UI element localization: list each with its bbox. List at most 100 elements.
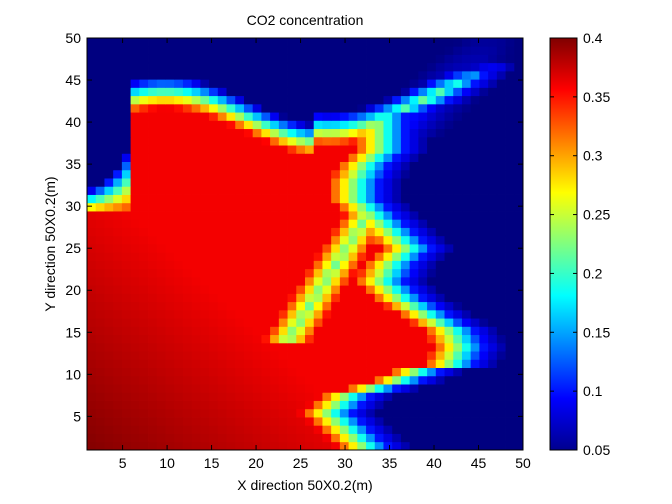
heatmap-cell (427, 235, 437, 245)
heatmap-cell (488, 417, 498, 426)
heatmap-cell (182, 342, 193, 352)
y-tick-label: 15 (65, 324, 81, 340)
heatmap-cell (339, 128, 349, 138)
heatmap-cell (496, 211, 506, 220)
heatmap-cell (322, 62, 332, 72)
heatmap-cell (496, 79, 506, 88)
heatmap-cell (339, 120, 349, 130)
heatmap-cell (496, 384, 506, 393)
heatmap-cell (331, 375, 341, 385)
heatmap-cell (488, 342, 498, 352)
heatmap-cell (235, 103, 245, 113)
heatmap-cell (453, 54, 463, 64)
heatmap-cell (270, 375, 280, 385)
heatmap-cell (444, 268, 454, 278)
heatmap-cell (348, 70, 358, 80)
heatmap-cell (217, 202, 227, 212)
heatmap-cell (374, 46, 384, 55)
heatmap-cell (191, 252, 201, 261)
heatmap-cell (87, 46, 97, 55)
heatmap-cell (182, 367, 193, 377)
heatmap-cell (139, 54, 149, 64)
heatmap-cell (514, 169, 524, 179)
heatmap-cell (322, 87, 332, 97)
heatmap-cell (427, 400, 437, 410)
heatmap-cell (130, 334, 140, 344)
heatmap-cell (479, 244, 489, 253)
heatmap-cell (453, 103, 463, 113)
heatmap-cell (383, 235, 393, 245)
heatmap-cell (488, 211, 498, 220)
heatmap-cell (383, 161, 393, 171)
heatmap-cell (461, 268, 472, 278)
heatmap-cell (130, 95, 140, 105)
heatmap-cell (496, 285, 506, 294)
heatmap-cell (87, 112, 97, 121)
heatmap-cell (200, 252, 210, 261)
heatmap-cell (209, 211, 219, 220)
heatmap-cell (235, 375, 245, 385)
heatmap-cell (104, 252, 114, 261)
heatmap-cell (339, 145, 349, 154)
heatmap-cell (418, 392, 428, 401)
heatmap-cell (287, 46, 297, 55)
heatmap-cell (427, 194, 437, 204)
heatmap-cell (383, 153, 393, 162)
heatmap-cell (322, 384, 332, 393)
heatmap-cell (366, 128, 376, 138)
heatmap-cell (409, 359, 419, 368)
heatmap-cell (400, 227, 411, 237)
heatmap-cell (383, 260, 393, 270)
heatmap-cell (444, 392, 454, 401)
heatmap-cell (252, 301, 262, 311)
heatmap-cell (409, 285, 419, 294)
heatmap-cell (287, 87, 297, 97)
heatmap-cell (453, 326, 463, 336)
heatmap-cell (113, 359, 123, 368)
heatmap-cell (226, 425, 236, 434)
heatmap-cell (409, 367, 419, 377)
heatmap-cell (209, 334, 219, 344)
heatmap-cell (182, 268, 193, 278)
heatmap-cell (514, 194, 524, 204)
heatmap-cell (374, 194, 384, 204)
heatmap-cell (261, 367, 271, 377)
heatmap-cell (226, 211, 236, 220)
heatmap-cell (514, 202, 524, 212)
heatmap-cell (488, 120, 498, 130)
heatmap-cell (514, 145, 524, 154)
heatmap-cell (322, 112, 332, 121)
heatmap-cell (496, 342, 506, 352)
heatmap-cell (453, 351, 463, 360)
heatmap-cell (496, 161, 506, 171)
heatmap-cell (339, 194, 349, 204)
heatmap-cell (95, 202, 105, 212)
heatmap-cell (383, 103, 393, 113)
heatmap-cell (235, 293, 245, 303)
heatmap-cell (505, 425, 515, 434)
heatmap-cell (217, 46, 227, 55)
heatmap-cell (470, 276, 480, 286)
heatmap-cell (505, 95, 515, 105)
heatmap-cell (113, 244, 123, 253)
heatmap-cell (104, 276, 114, 286)
heatmap-cell (479, 120, 489, 130)
heatmap-cell (479, 384, 489, 393)
heatmap-cell (104, 178, 114, 187)
heatmap-cell (348, 211, 358, 220)
heatmap-cell (209, 375, 219, 385)
heatmap-cell (95, 219, 105, 228)
heatmap-cell (130, 351, 140, 360)
heatmap-cell (182, 194, 193, 204)
heatmap-cell (121, 252, 131, 261)
heatmap-cell (95, 375, 105, 385)
heatmap-cell (470, 384, 480, 393)
heatmap-cell (191, 79, 201, 88)
heatmap-cell (174, 120, 184, 130)
heatmap-cell (496, 128, 506, 138)
heatmap-cell (470, 400, 480, 410)
heatmap-cell (444, 46, 454, 55)
colorbar-tick-label: 0.05 (583, 442, 610, 458)
heatmap-cell (331, 252, 341, 261)
heatmap-cell (287, 70, 297, 80)
